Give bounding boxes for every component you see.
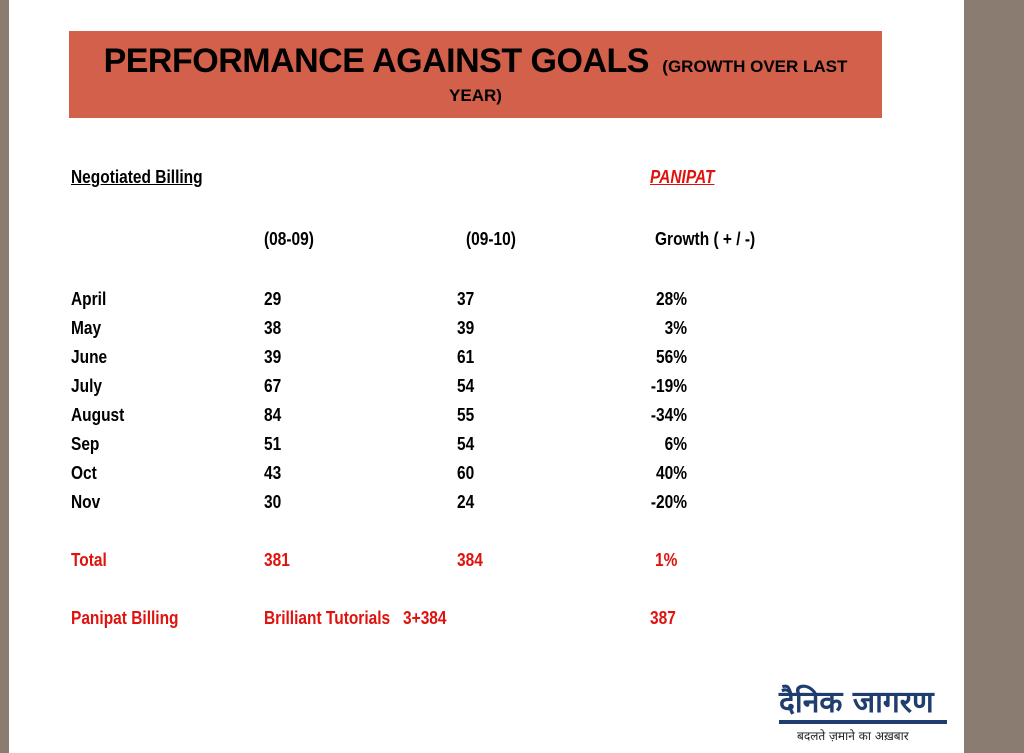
row-0910: 54 <box>457 434 475 454</box>
logo-tagline: बदलते ज़माने का अख़बार <box>797 729 909 743</box>
row-growth: 28% <box>656 289 687 309</box>
left-border <box>0 0 9 753</box>
row-month: May <box>71 318 102 338</box>
row-0910: 24 <box>457 492 475 512</box>
city-label: PANIPAT <box>650 167 715 187</box>
row-month: Oct <box>71 463 97 483</box>
row-0809: 51 <box>264 434 282 454</box>
row-0910: 39 <box>457 318 475 338</box>
header-growth: Growth ( + / -) <box>655 229 756 249</box>
row-month: April <box>71 289 107 309</box>
total-0809: 381 <box>264 550 290 570</box>
title-subtitle-end: YEAR) <box>449 86 502 105</box>
row-growth: -19% <box>650 376 687 396</box>
billing-detail: Brilliant Tutorials 3+384 <box>264 608 447 628</box>
logo-name: दैनिक जागरण <box>779 685 934 720</box>
row-month: July <box>71 376 102 396</box>
dainik-jagran-logo: दैनिक जागरण बदलते ज़माने का अख़बार <box>775 680 947 750</box>
row-growth: 56% <box>656 347 687 367</box>
row-growth: 3% <box>664 318 687 338</box>
total-0910: 384 <box>457 550 483 570</box>
row-growth: 40% <box>656 463 687 483</box>
title-main: PERFORMANCE AGAINST GOALS <box>103 42 650 80</box>
billing-value: 387 <box>650 608 676 628</box>
row-0910: 55 <box>457 405 475 425</box>
row-0809: 29 <box>264 289 282 309</box>
row-0809: 39 <box>264 347 282 367</box>
row-0809: 84 <box>264 405 282 425</box>
header-col-0809: (08-09) <box>264 229 314 249</box>
row-0910: 37 <box>457 289 475 309</box>
row-month: August <box>71 405 125 425</box>
total-label: Total <box>71 550 107 570</box>
title-banner: PERFORMANCE AGAINST GOALS (GROWTH OVER L… <box>69 31 882 118</box>
billing-label: Panipat Billing <box>71 608 179 628</box>
row-0809: 43 <box>264 463 282 483</box>
row-0809: 30 <box>264 492 282 512</box>
header-col-0910: (09-10) <box>466 229 516 249</box>
row-month: June <box>71 347 108 367</box>
row-month: Nov <box>71 492 101 512</box>
row-0809: 38 <box>264 318 282 338</box>
row-0809: 67 <box>264 376 282 396</box>
row-0910: 60 <box>457 463 475 483</box>
section-label: Negotiated Billing <box>71 167 203 187</box>
row-growth: -20% <box>650 492 687 512</box>
row-growth: 6% <box>664 434 687 454</box>
logo-underline <box>779 720 947 724</box>
right-border <box>964 0 1024 753</box>
row-growth: -34% <box>650 405 687 425</box>
row-month: Sep <box>71 434 100 454</box>
row-0910: 54 <box>457 376 475 396</box>
row-0910: 61 <box>457 347 475 367</box>
total-growth: 1% <box>655 550 678 570</box>
title-subtitle: (GROWTH OVER LAST <box>662 57 848 76</box>
